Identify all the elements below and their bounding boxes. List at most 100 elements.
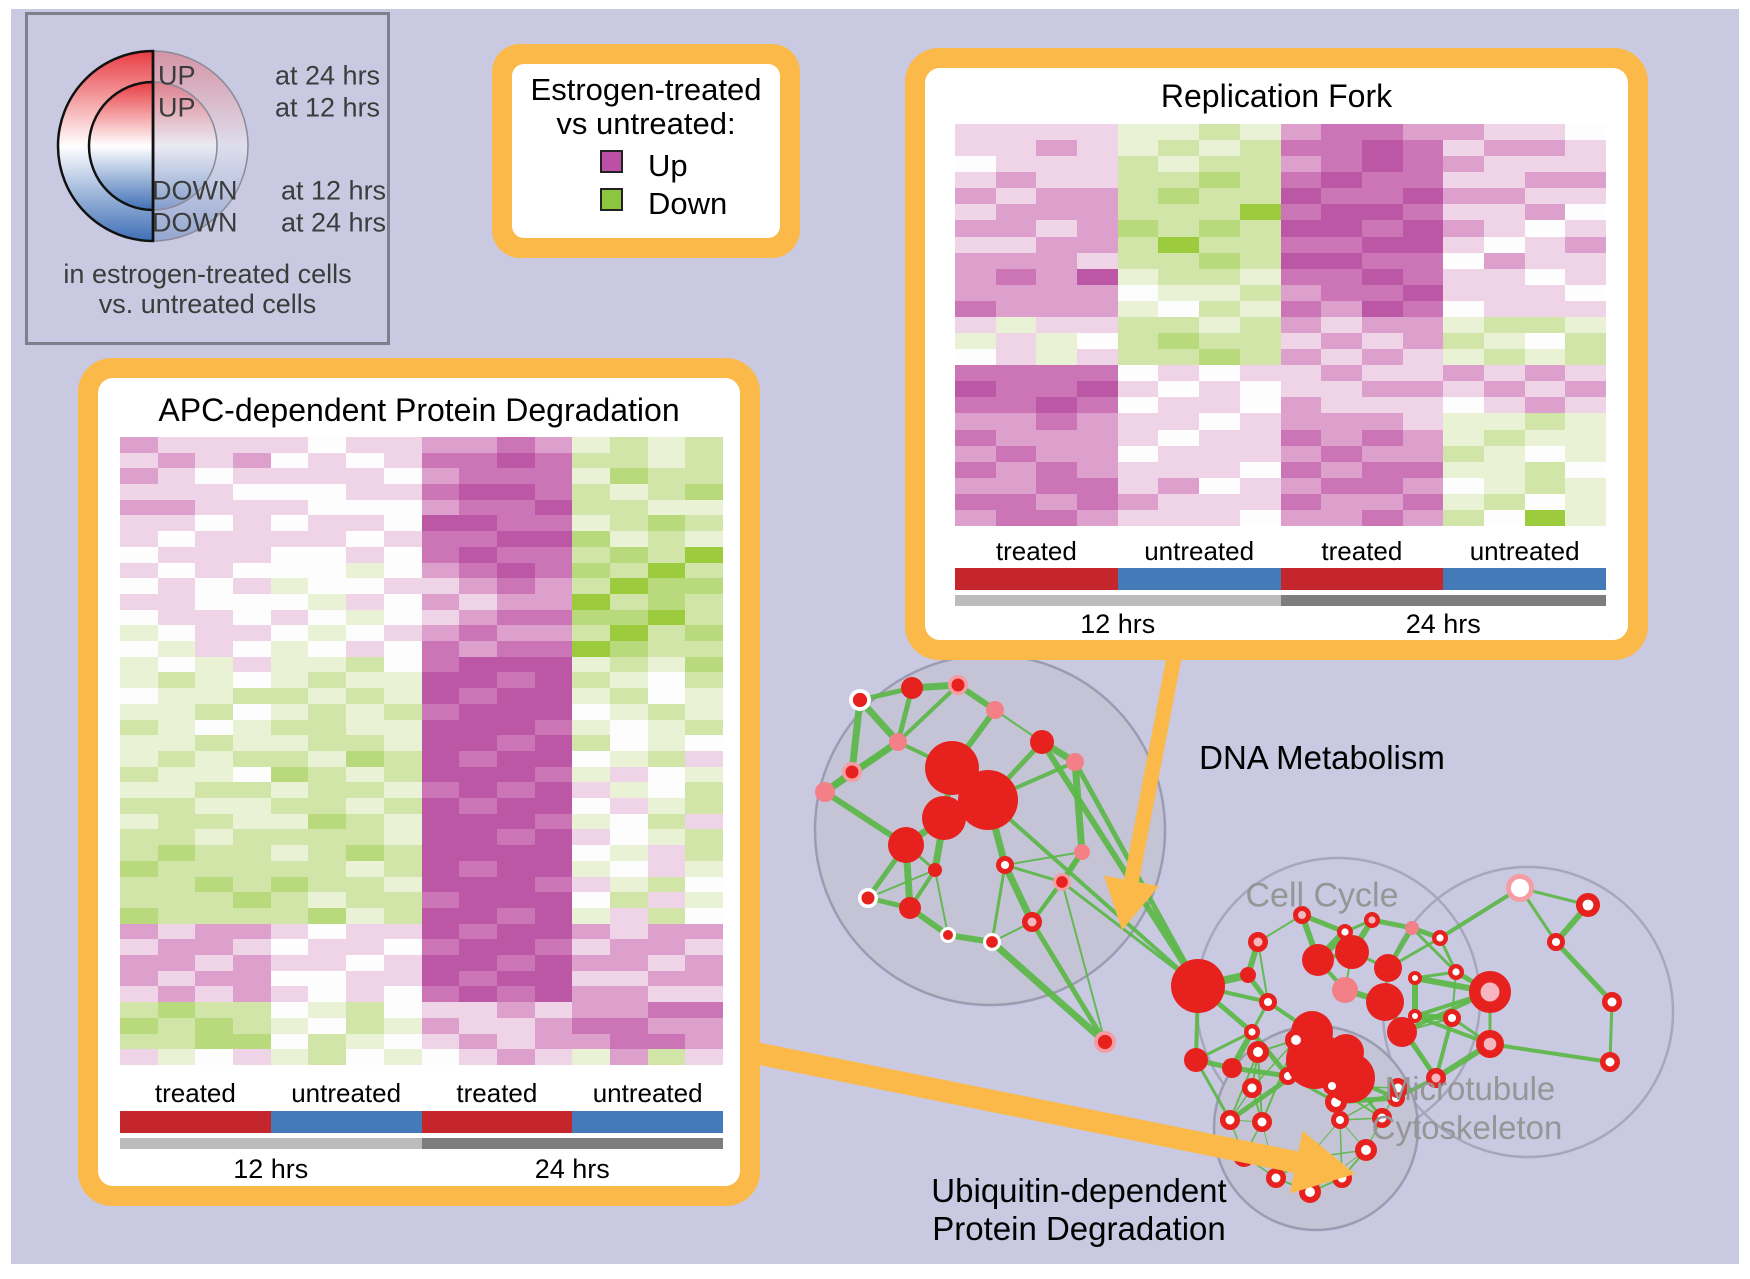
heatmap-cell bbox=[308, 955, 347, 971]
heatmap-cell bbox=[120, 703, 158, 720]
gene-node-ringwhite bbox=[1431, 930, 1448, 947]
heatmap-cell bbox=[195, 876, 234, 893]
heatmap-cell bbox=[647, 798, 686, 814]
heatmap-cell bbox=[195, 515, 234, 532]
heatmap-cell bbox=[1077, 397, 1118, 414]
heatmap-cell bbox=[308, 986, 347, 1003]
network-edge bbox=[867, 869, 936, 899]
heatmap-cell bbox=[308, 688, 347, 704]
heatmap-cell bbox=[609, 923, 648, 940]
heatmap-cell bbox=[1443, 204, 1484, 221]
heatmap-cell bbox=[233, 468, 271, 485]
heatmap-cell bbox=[1199, 204, 1240, 221]
heatmap-cell bbox=[1117, 381, 1159, 398]
heatmap-cell bbox=[157, 578, 196, 594]
heatmap-cell bbox=[685, 1002, 723, 1018]
heatmap-cell bbox=[421, 845, 460, 861]
heatmap-cell bbox=[1199, 477, 1240, 494]
heatmap-cell bbox=[195, 750, 234, 767]
inner-left-half bbox=[87, 80, 155, 212]
heatmap-cell bbox=[308, 719, 347, 736]
heatmap-cell bbox=[120, 735, 158, 751]
heatmap-cell bbox=[1239, 493, 1281, 510]
apc-treatment-bars bbox=[120, 1111, 723, 1133]
heatmap-cell bbox=[1402, 124, 1444, 141]
heatmap-cell bbox=[496, 1017, 535, 1034]
heatmap-cell bbox=[346, 593, 384, 610]
heatmap-cell bbox=[383, 609, 422, 626]
heatmap-cell bbox=[195, 719, 234, 736]
heatmap-cell bbox=[383, 546, 422, 563]
heatmap-cell bbox=[383, 672, 422, 689]
heatmap-cell bbox=[647, 484, 686, 500]
heatmap-cell bbox=[1361, 316, 1403, 334]
heatmap-cell bbox=[120, 829, 158, 846]
heatmap-cell bbox=[1036, 124, 1078, 141]
heatmap-cell bbox=[1036, 477, 1078, 494]
heatmap-cell bbox=[534, 1033, 573, 1050]
heatmap-cell bbox=[383, 1002, 422, 1018]
heatmap-cell bbox=[421, 546, 460, 563]
heatmap-cell bbox=[647, 703, 686, 720]
heatmap-cell bbox=[685, 1017, 723, 1034]
heatmap-cell bbox=[308, 656, 347, 673]
heatmap-cell bbox=[685, 609, 723, 626]
heatmap-cell bbox=[1158, 477, 1200, 494]
heatmap-cell bbox=[1321, 333, 1362, 350]
heatmap-cell bbox=[233, 798, 271, 814]
heatmap-cell bbox=[685, 907, 723, 924]
heatmap-cell bbox=[534, 499, 573, 516]
heatmap-cell bbox=[1361, 236, 1403, 253]
heatmap-cell bbox=[233, 546, 271, 563]
heatmap-cell bbox=[955, 477, 996, 494]
heatmap-cell bbox=[1321, 268, 1362, 285]
apc-time-labels: 12 hrs 24 hrs bbox=[120, 1154, 723, 1184]
heatmap-cell bbox=[572, 499, 610, 516]
heatmap-cell bbox=[572, 986, 610, 1003]
heatmap-cell bbox=[421, 1049, 460, 1065]
gene-node-solid bbox=[1222, 1058, 1242, 1078]
network-edge bbox=[1250, 1030, 1290, 1078]
heatmap-cell bbox=[572, 562, 610, 579]
network-edge bbox=[1554, 940, 1614, 1004]
heatmap-cell bbox=[233, 955, 271, 971]
heatmap-cell bbox=[459, 546, 497, 563]
heatmap-cell bbox=[195, 782, 234, 799]
up-label: Up bbox=[648, 148, 688, 183]
time-label: 24 hrs bbox=[1405, 609, 1481, 639]
heatmap-cell bbox=[1361, 397, 1403, 414]
time-label: 12 hrs bbox=[233, 1154, 309, 1184]
heatmap-cell bbox=[421, 986, 460, 1003]
heatmap-cell bbox=[270, 656, 309, 673]
heatmap-cell bbox=[496, 766, 535, 783]
estrogen-legend-title-line1: Estrogen-treated bbox=[530, 72, 762, 107]
heatmap-cell bbox=[270, 735, 309, 751]
heatmap-cell bbox=[496, 484, 535, 500]
heatmap-cell bbox=[421, 484, 460, 500]
heatmap-cell bbox=[1199, 172, 1240, 189]
heatmap-cell bbox=[233, 1049, 271, 1065]
heatmap-cell bbox=[383, 813, 422, 830]
treatment-group-label: untreated bbox=[1469, 536, 1580, 566]
heatmap-cell bbox=[1158, 461, 1200, 478]
heatmap-cell bbox=[496, 782, 535, 799]
heatmap-cell bbox=[1361, 413, 1403, 430]
heatmap-cell bbox=[955, 349, 996, 366]
heatmap-cell bbox=[157, 625, 196, 642]
heatmap-cell bbox=[685, 719, 723, 736]
heatmap-cell bbox=[421, 641, 460, 657]
heatmap-cell bbox=[572, 452, 610, 469]
heatmap-cell bbox=[685, 531, 723, 547]
gene-node-solid bbox=[928, 863, 942, 877]
heatmap-cell bbox=[647, 1017, 686, 1034]
heatmap-cell bbox=[1158, 365, 1200, 382]
heatmap-cell bbox=[459, 562, 497, 579]
heatmap-cell bbox=[572, 609, 610, 626]
heatmap-cell bbox=[1402, 156, 1444, 173]
heatmap-cell bbox=[609, 1033, 648, 1050]
heatmap-cell bbox=[647, 1002, 686, 1018]
heatmap-cell bbox=[609, 719, 648, 736]
heatmap-cell bbox=[1321, 124, 1362, 141]
heatmap-cell bbox=[1524, 284, 1566, 301]
heatmap-cell bbox=[421, 468, 460, 485]
